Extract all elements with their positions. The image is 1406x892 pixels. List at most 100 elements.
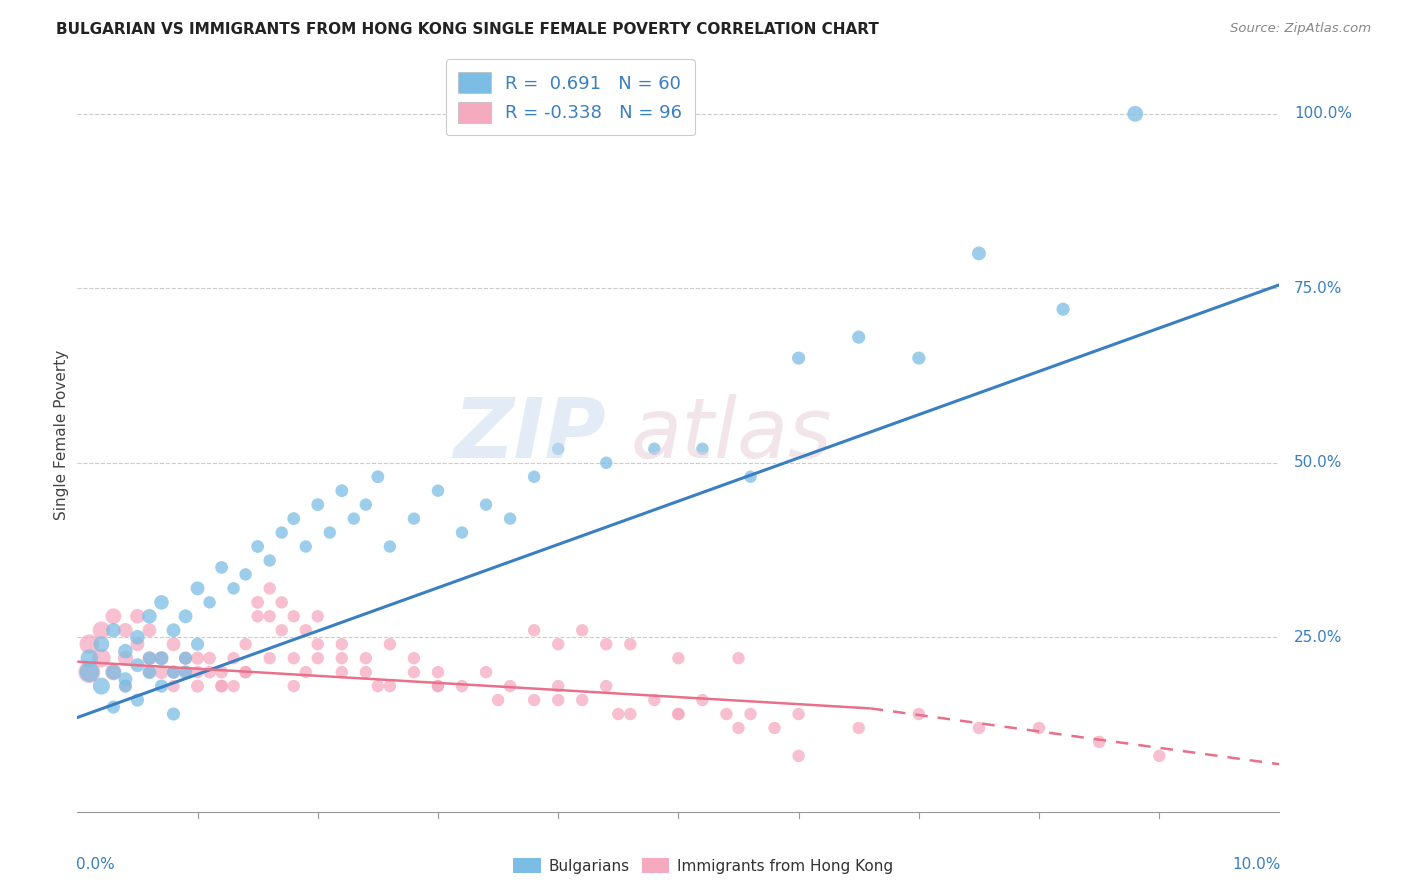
- Point: [547, 637, 569, 651]
- Point: [162, 624, 184, 638]
- Point: [427, 665, 450, 680]
- Text: ZIP: ZIP: [454, 394, 606, 475]
- Point: [138, 665, 160, 680]
- Point: [103, 624, 125, 638]
- Point: [211, 665, 233, 680]
- Point: [174, 651, 197, 665]
- Point: [427, 483, 450, 498]
- Point: [103, 665, 125, 680]
- Point: [150, 651, 173, 665]
- Point: [114, 651, 136, 665]
- Point: [595, 637, 617, 651]
- Point: [198, 665, 221, 680]
- Point: [138, 665, 160, 680]
- Point: [162, 637, 184, 651]
- Point: [294, 665, 316, 680]
- Point: [259, 651, 281, 665]
- Point: [307, 651, 329, 665]
- Point: [523, 693, 546, 707]
- Point: [174, 665, 197, 680]
- Point: [727, 651, 749, 665]
- Point: [90, 637, 112, 651]
- Point: [763, 721, 786, 735]
- Point: [150, 651, 173, 665]
- Point: [668, 706, 690, 721]
- Point: [692, 442, 714, 456]
- Point: [294, 540, 316, 554]
- Point: [643, 442, 665, 456]
- Point: [186, 665, 209, 680]
- Point: [378, 679, 401, 693]
- Point: [246, 609, 269, 624]
- Point: [127, 637, 149, 651]
- Point: [283, 609, 305, 624]
- Point: [186, 582, 209, 596]
- Text: 0.0%: 0.0%: [76, 857, 115, 872]
- Point: [595, 456, 617, 470]
- Point: [571, 624, 593, 638]
- Point: [235, 665, 257, 680]
- Point: [174, 651, 197, 665]
- Point: [908, 351, 931, 365]
- Point: [402, 665, 425, 680]
- Point: [523, 624, 546, 638]
- Point: [259, 609, 281, 624]
- Point: [222, 582, 245, 596]
- Text: 75.0%: 75.0%: [1294, 281, 1343, 296]
- Point: [967, 721, 990, 735]
- Point: [740, 469, 762, 483]
- Point: [499, 511, 522, 525]
- Point: [114, 624, 136, 638]
- Point: [246, 540, 269, 554]
- Point: [150, 679, 173, 693]
- Point: [716, 706, 738, 721]
- Point: [571, 693, 593, 707]
- Point: [259, 553, 281, 567]
- Point: [235, 665, 257, 680]
- Point: [90, 651, 112, 665]
- Point: [848, 330, 870, 344]
- Point: [235, 567, 257, 582]
- Point: [307, 609, 329, 624]
- Point: [427, 679, 450, 693]
- Point: [127, 630, 149, 644]
- Point: [319, 525, 342, 540]
- Point: [114, 644, 136, 658]
- Point: [211, 679, 233, 693]
- Point: [668, 706, 690, 721]
- Point: [668, 651, 690, 665]
- Point: [619, 637, 641, 651]
- Point: [127, 693, 149, 707]
- Point: [367, 679, 389, 693]
- Point: [740, 706, 762, 721]
- Point: [246, 595, 269, 609]
- Point: [967, 246, 990, 260]
- Point: [595, 679, 617, 693]
- Point: [114, 679, 136, 693]
- Point: [330, 637, 353, 651]
- Point: [114, 672, 136, 686]
- Point: [103, 665, 125, 680]
- Point: [270, 595, 292, 609]
- Point: [908, 706, 931, 721]
- Point: [198, 651, 221, 665]
- Point: [79, 665, 101, 680]
- Text: Source: ZipAtlas.com: Source: ZipAtlas.com: [1230, 22, 1371, 36]
- Point: [607, 706, 630, 721]
- Point: [547, 693, 569, 707]
- Point: [186, 637, 209, 651]
- Point: [162, 706, 184, 721]
- Point: [174, 609, 197, 624]
- Point: [1052, 302, 1074, 317]
- Point: [451, 679, 474, 693]
- Text: atlas: atlas: [630, 394, 832, 475]
- Point: [1149, 748, 1171, 763]
- Point: [1028, 721, 1050, 735]
- Y-axis label: Single Female Poverty: Single Female Poverty: [53, 350, 69, 520]
- Point: [294, 624, 316, 638]
- Point: [402, 651, 425, 665]
- Point: [402, 511, 425, 525]
- Point: [330, 483, 353, 498]
- Text: 100.0%: 100.0%: [1294, 106, 1353, 121]
- Point: [307, 498, 329, 512]
